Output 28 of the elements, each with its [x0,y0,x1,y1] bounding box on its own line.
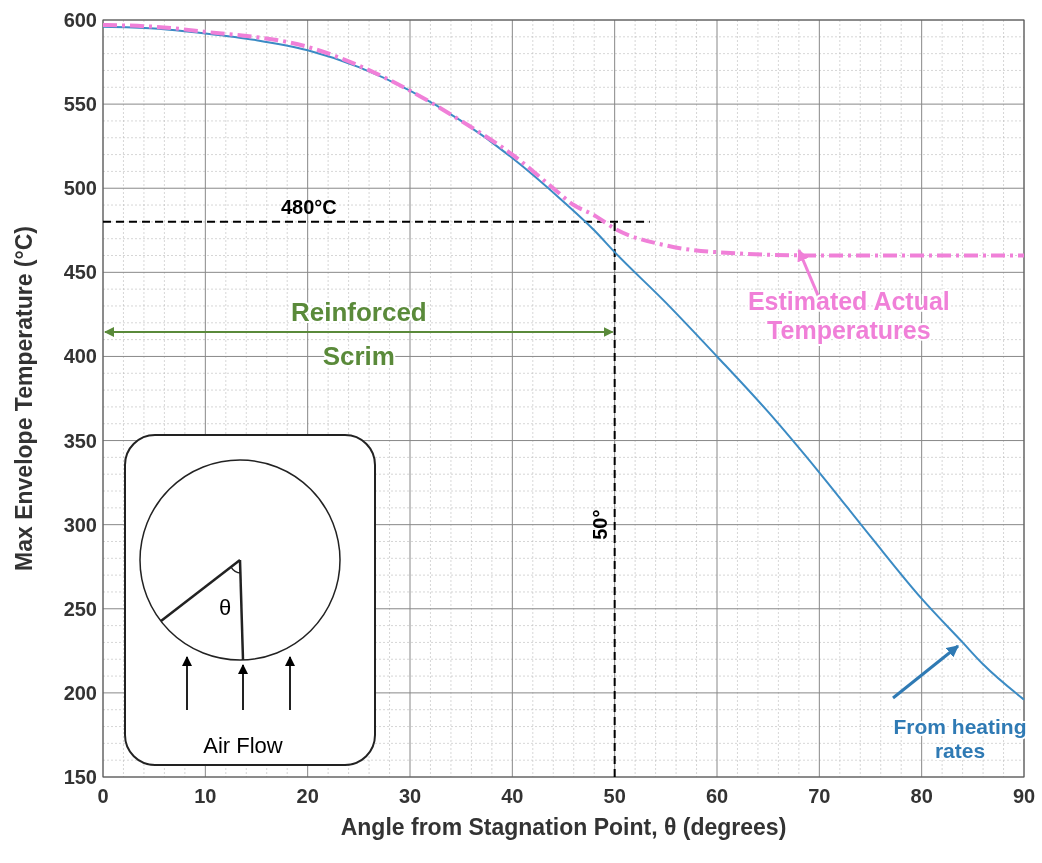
x-tick-label: 30 [398,785,422,807]
x-tick-label: 90 [1012,785,1036,807]
x-tick-label: 40 [501,785,524,807]
x-tick-label: 20 [296,785,319,807]
ref-line-label: 480°C [280,195,337,218]
y-axis-title: Max Envelope Temperature (°C) [11,226,37,571]
x-tick-label: 0 [97,785,109,807]
line-series [102,25,1025,701]
y-tick-label: 350 [63,429,97,452]
y-tick-label: 400 [63,345,97,368]
y-tick-label: 150 [63,766,97,788]
y-tick-label: 500 [63,177,97,200]
x-tick-label: 50 [603,785,626,807]
y-tick-label: 300 [63,513,97,536]
y-tick-label: 450 [63,261,97,284]
x-tick-label: 70 [808,785,831,807]
annotation: Air Flow [203,733,283,758]
line-series [101,23,1026,258]
ref-line-label: 50° [588,509,611,540]
y-tick-label: 550 [63,93,97,116]
y-tick-label: 250 [63,597,97,620]
y-tick-label: 600 [63,9,97,31]
x-axis-title: Angle from Stagnation Point, θ (degrees) [340,814,787,840]
x-tick-label: 80 [910,785,933,807]
y-tick-label: 200 [63,681,97,704]
x-tick-label: 60 [705,785,729,807]
annotation: θ [218,595,232,620]
x-tick-label: 10 [194,785,217,807]
